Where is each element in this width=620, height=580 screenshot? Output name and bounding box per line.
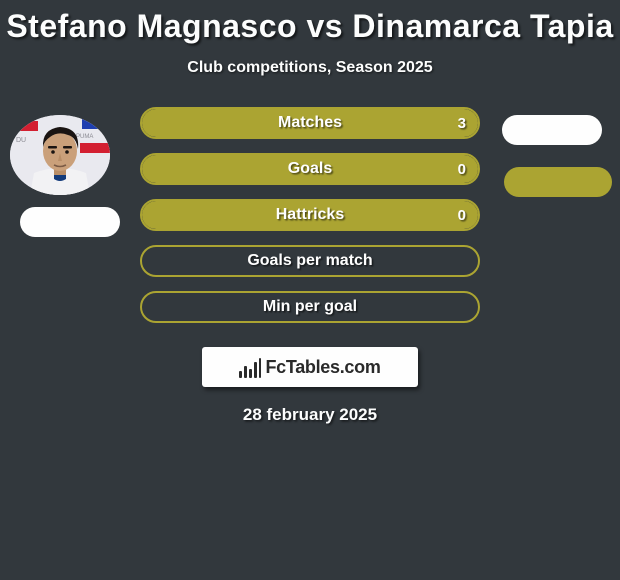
stat-bar-value: 3 xyxy=(458,109,466,137)
stat-bar-label: Matches xyxy=(142,109,478,137)
player-avatar: DU PUMA xyxy=(10,115,110,195)
stat-bar-matches: Matches 3 xyxy=(140,107,480,139)
page-subtitle: Club competitions, Season 2025 xyxy=(0,59,620,77)
stat-bar-goals-per-match: Goals per match xyxy=(140,245,480,277)
avatar-svg: DU PUMA xyxy=(10,115,110,195)
branding-text: FcTables.com xyxy=(265,357,380,378)
right-stat-pill-2 xyxy=(504,167,612,197)
stat-bar-goals: Goals 0 xyxy=(140,153,480,185)
stat-bar-value: 0 xyxy=(458,155,466,183)
left-stat-pill xyxy=(20,207,120,237)
branding-badge: FcTables.com xyxy=(202,347,418,387)
stat-bar-min-per-goal: Min per goal xyxy=(140,291,480,323)
right-stat-pill-1 xyxy=(502,115,602,145)
date-label: 28 february 2025 xyxy=(0,405,620,425)
stat-bars: Matches 3 Goals 0 Hattricks 0 Goals per … xyxy=(140,107,480,337)
svg-text:DU: DU xyxy=(16,137,26,144)
stat-bar-label: Min per goal xyxy=(142,293,478,321)
stat-bar-label: Hattricks xyxy=(142,201,478,229)
comparison-infographic: Stefano Magnasco vs Dinamarca Tapia Club… xyxy=(0,0,620,580)
stat-bar-value: 0 xyxy=(458,201,466,229)
page-title: Stefano Magnasco vs Dinamarca Tapia xyxy=(0,0,620,45)
stat-bar-label: Goals per match xyxy=(142,247,478,275)
stat-bar-hattricks: Hattricks 0 xyxy=(140,199,480,231)
svg-text:PUMA: PUMA xyxy=(76,134,93,140)
stat-bar-label: Goals xyxy=(142,155,478,183)
bar-chart-icon xyxy=(239,356,261,378)
